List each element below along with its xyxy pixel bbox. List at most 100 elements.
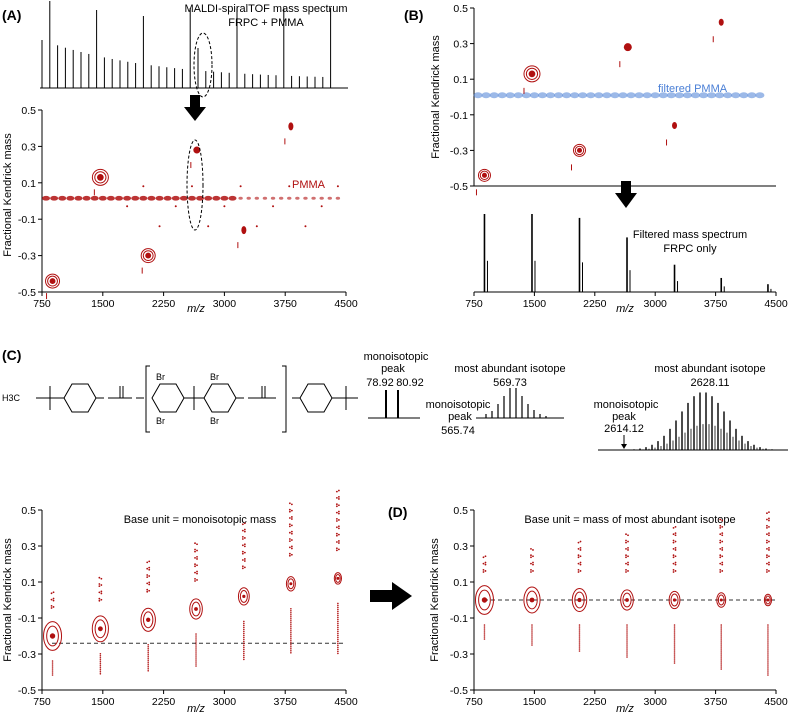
- panel-d-smear-point: [719, 556, 722, 559]
- panel-d-smear-point: [626, 638, 628, 640]
- panel-d-smear-point: [720, 626, 723, 628]
- panel-c-smear-point: [241, 544, 244, 547]
- panel-c-smear-point: [147, 668, 149, 670]
- panel-c-smear-point: [337, 504, 340, 507]
- panel-d-smear-point: [578, 630, 581, 632]
- pmma-point: [228, 195, 237, 201]
- panel-c-smear-point: [243, 658, 245, 661]
- panel-d-smear-point: [482, 556, 485, 559]
- pmma-point: [171, 195, 180, 201]
- panel-c-smear-point: [337, 622, 339, 625]
- panel-d-smear-point: [625, 554, 627, 557]
- panel-d-smear-point: [720, 656, 723, 658]
- panel-c-smear-point: [243, 620, 245, 623]
- panel-d-smear-point: [483, 636, 486, 638]
- panel-d-smear-point: [766, 548, 768, 550]
- panel-d-ylabel: Fractional Kendrick mass: [429, 538, 441, 662]
- panel-d-xtick-label: 750: [465, 696, 483, 708]
- panel-d-smear-point: [673, 636, 676, 638]
- pmma-point: [220, 195, 229, 201]
- panel-d-cluster-outer: [523, 586, 541, 614]
- panel-d-smear-point: [577, 548, 580, 550]
- panel-d-smear-point: [719, 539, 722, 542]
- panel-c-smear-point: [290, 532, 293, 535]
- panel-d-smear-point: [626, 656, 628, 658]
- panel-c-smear-point: [52, 597, 55, 600]
- panel-c-smear-point: [243, 558, 246, 560]
- panel-c-smear-point: [98, 597, 101, 600]
- panel-d-smear-point: [719, 571, 722, 573]
- panel-d-smear-point: [625, 562, 627, 565]
- panel-d-smear-point: [766, 533, 768, 536]
- panel-c-cluster-core: [49, 633, 56, 639]
- panel-d-smear-point: [531, 636, 533, 638]
- spectrum-b-xtick-label: 1500: [523, 298, 547, 310]
- panel-a-ytick-label: 0.3: [21, 141, 36, 153]
- panel-d-smear-point: [721, 563, 724, 566]
- panel-d-smear-point: [719, 527, 722, 529]
- spectrum-b-xtick-label: 2250: [583, 298, 607, 310]
- panel-d-smear-point: [626, 654, 628, 656]
- panel-c-smear-point: [148, 575, 151, 577]
- panel-c-smear-point: [335, 534, 338, 537]
- filtered-pmma-point: [610, 92, 620, 99]
- panel-c-smear-point: [148, 589, 151, 592]
- pmma-satellite-point: [239, 185, 242, 188]
- panel-d-smear-point: [673, 642, 676, 644]
- panel-d-label: (D): [388, 504, 407, 520]
- panel-d-smear-point: [532, 549, 534, 551]
- panel-d-smear-point: [483, 630, 486, 632]
- pmma-point: [295, 196, 300, 200]
- panel-c-smear-point: [243, 628, 245, 631]
- panel-d-smear-point: [577, 571, 580, 573]
- panel-d-smear-point: [674, 534, 677, 537]
- panel-d-smear-point: [674, 549, 677, 551]
- panel-d-smear-point: [625, 548, 627, 550]
- panel-c-smear-point: [241, 552, 244, 555]
- panel-c-smear-point: [290, 610, 292, 612]
- panel-d-smear-point: [626, 642, 628, 644]
- panel-c-smear-point: [146, 576, 149, 578]
- panel-d-smear-point: [721, 534, 724, 537]
- panel-c-smear-point: [288, 546, 291, 549]
- panel-d-smear-point: [721, 555, 724, 558]
- panel-c-smear-point: [99, 669, 102, 671]
- panel-d-xtick-label: 4500: [764, 696, 788, 708]
- panel-b-ytick-label: 0.3: [453, 39, 468, 51]
- panel-c-smear-point: [243, 654, 245, 657]
- panel-c-smear-point: [52, 591, 55, 594]
- pmma-point: [98, 195, 107, 201]
- panel-c-smear-point: [50, 592, 53, 595]
- panel-c-top: (C): [2, 347, 788, 451]
- panel-d-smear-point: [483, 634, 486, 636]
- panel-d-smear-point: [720, 634, 723, 636]
- panel-c-smear-point: [194, 542, 196, 545]
- panel-d-ytick-label: -0.3: [450, 649, 468, 661]
- panel-c-smear-point: [147, 660, 149, 662]
- frpc-point: [193, 146, 201, 154]
- panel-d-smear-point: [579, 555, 582, 558]
- panel-c-smear-point: [195, 659, 197, 661]
- panel-d-smear-point: [578, 624, 581, 626]
- panel-d-cluster-core: [625, 598, 629, 602]
- pmma-satellite-point: [142, 185, 145, 188]
- panel-d-smear-point: [766, 562, 768, 565]
- panel-a-spectrum-subtitle: FRPC + PMMA: [228, 17, 304, 29]
- panel-d-smear-point: [767, 642, 769, 644]
- panel-d-smear-point: [532, 555, 534, 558]
- panel-d-smear-point: [672, 562, 675, 565]
- frpc-point-ring: [47, 275, 58, 287]
- panel-d-smear-point: [721, 540, 724, 543]
- panel-d-smear-point: [625, 556, 627, 559]
- panel-c-smear-point: [335, 532, 338, 535]
- iso1-value-2: 80.92: [396, 377, 424, 389]
- panel-c-smear-point: [146, 582, 149, 585]
- panel-c-smear-point: [288, 510, 291, 513]
- panel-c-smear-point: [99, 661, 102, 663]
- panel-d-smear-point: [719, 524, 722, 527]
- panel-c-smear-point: [290, 652, 292, 654]
- panel-c-smear-point: [243, 656, 245, 659]
- frpc-point: [623, 43, 632, 52]
- panel-c-smear-point: [290, 616, 292, 618]
- panel-c-smear-point: [195, 657, 197, 659]
